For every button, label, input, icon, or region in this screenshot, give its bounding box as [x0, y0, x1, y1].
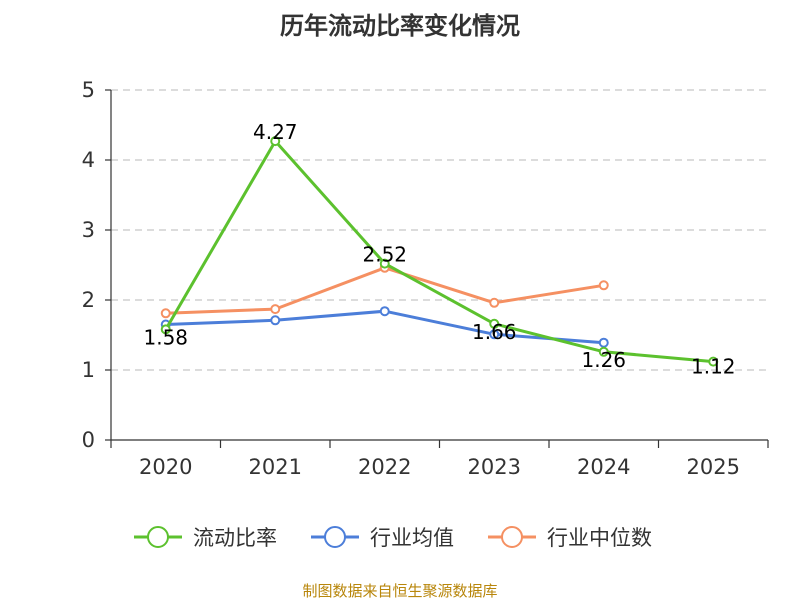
x-tick-label: 2022 [358, 455, 411, 479]
data-label: 2.52 [362, 243, 407, 267]
data-point [270, 315, 281, 326]
data-point [489, 329, 500, 340]
data-point [270, 304, 281, 315]
y-tick-label: 1 [82, 358, 95, 382]
y-tick-label: 4 [82, 148, 95, 172]
axes: 0 1 2 3 4 5 2020 2021 2022 2023 2024 2025 [82, 78, 769, 479]
data-point [598, 337, 609, 348]
y-tick-label: 2 [82, 288, 95, 312]
gridlines [111, 89, 768, 371]
chart-title: 历年流动比率变化情况 [280, 12, 520, 40]
y-tick-label: 3 [82, 218, 95, 242]
data-point [489, 318, 500, 329]
series-line-0 [164, 139, 714, 364]
legend-label: 流动比率 [193, 526, 277, 550]
data-point [598, 280, 609, 291]
data-point [160, 308, 171, 319]
data-point [160, 324, 171, 335]
data-label: 1.26 [581, 348, 626, 372]
x-tick-label: 2024 [577, 455, 630, 479]
y-tick-label: 0 [82, 428, 95, 452]
data-label: 1.12 [691, 355, 736, 379]
legend-swatch-marker [501, 526, 523, 548]
data-point [708, 356, 719, 367]
legend-swatch-marker [147, 526, 169, 548]
data-point [598, 346, 609, 357]
x-tick-label: 2020 [139, 455, 192, 479]
data-point [379, 258, 390, 269]
legend: 流动比率 行业均值 行业中位数 [134, 526, 652, 550]
x-tick-label: 2025 [687, 455, 740, 479]
data-label: 1.58 [143, 325, 188, 349]
y-tick-label: 5 [82, 78, 95, 102]
data-label: 4.27 [253, 120, 298, 144]
source-label: 制图数据来自恒生聚源数据库 [302, 582, 497, 600]
data-point [379, 306, 390, 317]
data-point [270, 136, 281, 147]
legend-swatch-marker [324, 526, 346, 548]
x-tick-label: 2021 [249, 455, 302, 479]
legend-label: 行业均值 [370, 526, 454, 550]
x-tick-label: 2023 [468, 455, 521, 479]
data-label: 1.66 [472, 320, 517, 344]
series-lines [160, 136, 719, 367]
legend-label: 行业中位数 [547, 526, 652, 550]
data-labels: 1.58 4.27 2.52 1.66 1.26 1.12 [143, 120, 735, 379]
data-point [489, 297, 500, 308]
